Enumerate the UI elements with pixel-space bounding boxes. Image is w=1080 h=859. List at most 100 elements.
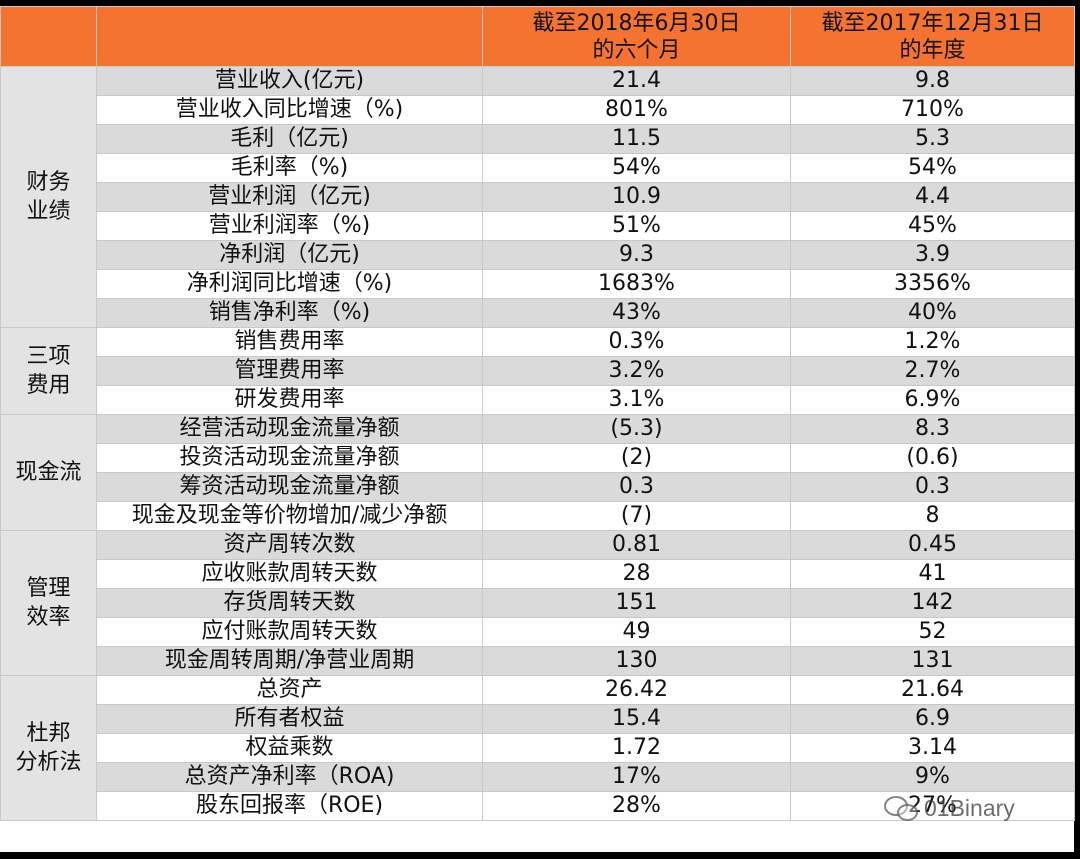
value-2018-cell: 15.4 — [482, 704, 791, 734]
wechat-icon — [884, 794, 918, 822]
value-2017-cell: 5.3 — [790, 124, 1075, 154]
metric-cell: 资产周转次数 — [96, 530, 483, 560]
metric-cell: 投资活动现金流量净额 — [96, 443, 483, 473]
category-cell: 杜邦 分析法 — [0, 675, 97, 821]
metric-cell: 股东回报率（ROE) — [96, 791, 483, 821]
financial-metrics-table: 截至2018年6月30日 的六个月 截至2017年12月31日 的年度 财务业绩… — [0, 6, 1075, 821]
metric-cell: 营业收入(亿元) — [96, 66, 483, 96]
category-cell: 财务 业绩 — [0, 66, 97, 328]
table-row: 毛利（亿元) 11.5 5.3 — [1, 124, 1075, 154]
value-2018-cell: 54% — [482, 153, 791, 183]
value-2017-cell: (0.6) — [790, 443, 1075, 473]
value-2017-cell: 9.8 — [790, 66, 1075, 96]
metric-cell: 毛利（亿元) — [96, 124, 483, 154]
value-2017-cell: 131 — [790, 646, 1075, 676]
value-2017-cell: 52 — [790, 617, 1075, 647]
metric-cell: 筹资活动现金流量净额 — [96, 472, 483, 502]
value-2017-cell: 710% — [790, 95, 1075, 125]
value-2018-cell: (7) — [482, 501, 791, 531]
metric-cell: 管理费用率 — [96, 356, 483, 386]
category-label: 财务 — [26, 170, 71, 195]
metric-cell: 现金周转周期/净营业周期 — [96, 646, 483, 676]
value-2018-cell: 11.5 — [482, 124, 791, 154]
value-2017-cell: 27% — [790, 791, 1075, 821]
metric-cell: 应付账款周转天数 — [96, 617, 483, 647]
value-2017-cell: 54% — [790, 153, 1075, 183]
metric-cell: 营业利润（亿元) — [96, 182, 483, 212]
value-2018-cell: 28% — [482, 791, 791, 821]
category-label: 分析法 — [15, 750, 82, 775]
header-2018-cell: 截至2018年6月30日 的六个月 — [482, 6, 791, 67]
table-row: 管理 效率 资产周转次数 0.81 0.45 — [0, 530, 1075, 676]
value-2018-cell: 28 — [482, 559, 791, 589]
value-2018-cell: 17% — [482, 762, 791, 792]
table-row: 销售净利率（%) 43% 40% — [1, 298, 1075, 328]
value-2018-cell: 21.4 — [482, 66, 791, 96]
table-row: 权益乘数 1.72 3.14 — [1, 733, 1075, 763]
category-label: 费用 — [26, 373, 71, 398]
value-2018-cell: (2) — [482, 443, 791, 473]
value-2017-cell: 3356% — [790, 269, 1075, 299]
value-2018-cell: 51% — [482, 211, 791, 241]
table-row: 营业利润率（%) 51% 45% — [1, 211, 1075, 241]
category-label: 效率 — [26, 605, 71, 630]
metric-cell: 权益乘数 — [96, 733, 483, 763]
category-label: 业绩 — [26, 199, 71, 224]
category-label: 杜邦 — [26, 721, 71, 746]
value-2018-cell: 10.9 — [482, 182, 791, 212]
value-2018-cell: 151 — [482, 588, 791, 618]
metric-cell: 现金及现金等价物增加/减少净额 — [96, 501, 483, 531]
metric-cell: 应收账款周转天数 — [96, 559, 483, 589]
value-2017-cell: 45% — [790, 211, 1075, 241]
table-row: 应收账款周转天数 28 41 — [1, 559, 1075, 589]
table-row: 财务 业绩 营业收入(亿元) 21.4 9.8 — [0, 66, 1075, 328]
metric-cell: 存货周转天数 — [96, 588, 483, 618]
table-row: 应付账款周转天数 49 52 — [1, 617, 1075, 647]
value-2017-cell: 3.14 — [790, 733, 1075, 763]
table-row: 三项 费用 销售费用率 0.3% 1.2% — [0, 327, 1075, 415]
value-2018-cell: 1683% — [482, 269, 791, 299]
metric-cell: 经营活动现金流量净额 — [96, 414, 483, 444]
metric-cell: 所有者权益 — [96, 704, 483, 734]
table-row: 所有者权益 15.4 6.9 — [1, 704, 1075, 734]
value-2018-cell: 3.2% — [482, 356, 791, 386]
header-2017-cell: 截至2017年12月31日 的年度 — [790, 6, 1075, 67]
header-2017-line2: 的年度 — [899, 37, 966, 63]
header-2018-line2: 的六个月 — [592, 37, 681, 63]
value-2018-cell: 0.81 — [482, 530, 791, 560]
value-2017-cell: 0.3 — [790, 472, 1075, 502]
value-2018-cell: 9.3 — [482, 240, 791, 270]
value-2017-cell: 3.9 — [790, 240, 1075, 270]
table-row: 现金及现金等价物增加/减少净额 (7) 8 — [1, 501, 1075, 531]
value-2018-cell: 26.42 — [482, 675, 791, 705]
value-2017-cell: 142 — [790, 588, 1075, 618]
value-2018-cell: 43% — [482, 298, 791, 328]
table-frame: 截至2018年6月30日 的六个月 截至2017年12月31日 的年度 财务业绩… — [0, 6, 1075, 852]
table-row: 营业利润（亿元) 10.9 4.4 — [1, 182, 1075, 212]
table-row: 现金周转周期/净营业周期 130 131 — [1, 646, 1075, 676]
value-2018-cell: 1.72 — [482, 733, 791, 763]
value-2017-cell: 1.2% — [790, 327, 1075, 357]
category-label: 现金流 — [15, 460, 82, 485]
value-2017-cell: 41 — [790, 559, 1075, 589]
table-row: 杜邦 分析法 总资产 26.42 21.64 — [0, 675, 1075, 821]
table-header-row: 截至2018年6月30日 的六个月 截至2017年12月31日 的年度 — [0, 6, 1075, 67]
watermark: 01Binary — [884, 794, 1015, 822]
table-row: 管理费用率 3.2% 2.7% — [1, 356, 1075, 386]
header-2017-line1: 截至2017年12月31日 — [821, 10, 1044, 36]
value-2018-cell: 130 — [482, 646, 791, 676]
table-row: 毛利率（%) 54% 54% — [1, 153, 1075, 183]
watermark-text: 01Binary — [924, 794, 1015, 821]
header-2018-line1: 截至2018年6月30日 — [532, 10, 741, 36]
table-row: 总资产净利率（ROA) 17% 9% — [1, 762, 1075, 792]
category-label: 三项 — [26, 344, 71, 369]
value-2017-cell: 21.64 — [790, 675, 1075, 705]
value-2018-cell: 3.1% — [482, 385, 791, 415]
category-cell: 管理 效率 — [0, 530, 97, 676]
table-row: 存货周转天数 151 142 — [1, 588, 1075, 618]
metric-cell: 营业收入同比增速（%) — [96, 95, 483, 125]
value-2017-cell: 0.45 — [790, 530, 1075, 560]
value-2017-cell: 4.4 — [790, 182, 1075, 212]
value-2017-cell: 6.9% — [790, 385, 1075, 415]
category-cell: 现金流 — [0, 414, 97, 531]
